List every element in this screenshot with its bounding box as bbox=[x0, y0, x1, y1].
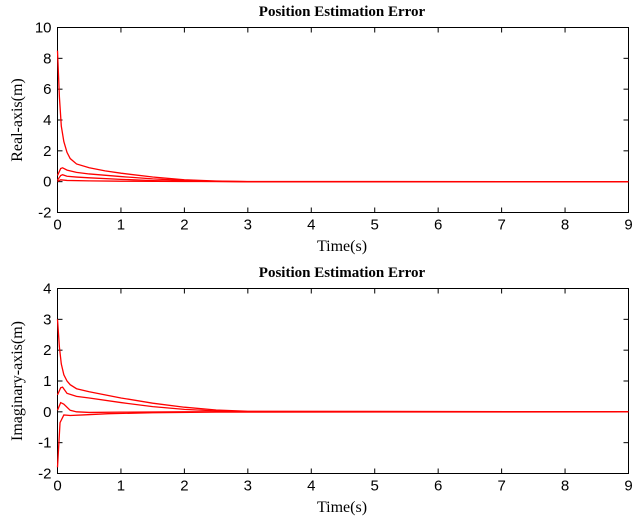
x-tick-label: 3 bbox=[244, 478, 252, 495]
x-tick-label: 1 bbox=[117, 217, 125, 234]
x-axis-label: Time(s) bbox=[317, 238, 367, 255]
real-axis-chart: Position Estimation Error 0 1 2 3 4 5 6 7 8 9-202… bbox=[9, 4, 632, 255]
series-line-1 bbox=[56, 319, 629, 413]
x-tick-label: 3 bbox=[244, 217, 252, 234]
axis-ticks: 0 1 2 3 4 5 6 7 8 9 -2 -1 0 1 2 3 4 bbox=[38, 281, 632, 495]
series-lines bbox=[56, 319, 629, 468]
x-tick-label: 7 bbox=[497, 217, 505, 234]
series-line-4 bbox=[56, 411, 629, 468]
series-line-4 bbox=[57, 179, 629, 183]
plot-frame bbox=[57, 27, 629, 213]
x-tick-label: 5 bbox=[371, 217, 379, 234]
y-tick-label: -2 bbox=[38, 205, 51, 222]
x-axis-label: Time(s) bbox=[317, 499, 367, 516]
y-axis-label: Real-axis(m) bbox=[9, 78, 26, 162]
y-tick-label: 6 bbox=[43, 81, 51, 98]
x-tick-label: 5 bbox=[371, 478, 379, 495]
y-tick-label: 2 bbox=[43, 143, 51, 160]
y-tick-label: 0 bbox=[43, 174, 51, 191]
y-tick-label: 2 bbox=[43, 342, 51, 359]
y-tick-label: 4 bbox=[43, 281, 51, 298]
x-tick-label: 8 bbox=[561, 217, 569, 234]
y-tick-label: 8 bbox=[43, 50, 51, 67]
plot-frame bbox=[57, 288, 629, 474]
x-tick-label: 4 bbox=[307, 478, 315, 495]
chart-title: Position Estimation Error bbox=[259, 265, 426, 281]
series-line-2 bbox=[56, 386, 629, 413]
x-tick-label: 4 bbox=[307, 217, 315, 234]
x-tick-label: 0 bbox=[53, 478, 61, 495]
y-axis-label: Imaginary-axis(m) bbox=[9, 321, 26, 441]
y-tick-label: -2 bbox=[38, 466, 51, 483]
y-tick-label: 3 bbox=[43, 311, 51, 328]
y-tick-label: 4 bbox=[43, 112, 51, 129]
series-lines bbox=[56, 50, 629, 183]
x-tick-label: 9 bbox=[624, 217, 632, 234]
x-tick-label: 6 bbox=[434, 478, 442, 495]
chart-title: Position Estimation Error bbox=[259, 4, 426, 20]
x-tick-label: 6 bbox=[434, 217, 442, 234]
y-tick-label: 10 bbox=[35, 20, 52, 37]
y-tick-label: 0 bbox=[43, 404, 51, 421]
x-tick-label: 9 bbox=[624, 478, 632, 495]
y-tick-label: -1 bbox=[38, 435, 51, 452]
x-tick-label: 2 bbox=[180, 217, 188, 234]
imaginary-axis-chart: Position Estimation Error 0 1 2 3 4 5 6 7 8 9 -2 -1… bbox=[9, 265, 632, 516]
x-tick-label: 2 bbox=[180, 478, 188, 495]
x-tick-label: 8 bbox=[561, 478, 569, 495]
x-tick-label: 7 bbox=[497, 478, 505, 495]
x-tick-label: 0 bbox=[53, 217, 61, 234]
y-tick-label: 1 bbox=[43, 373, 51, 390]
x-tick-label: 1 bbox=[117, 478, 125, 495]
series-line-1 bbox=[56, 50, 629, 183]
